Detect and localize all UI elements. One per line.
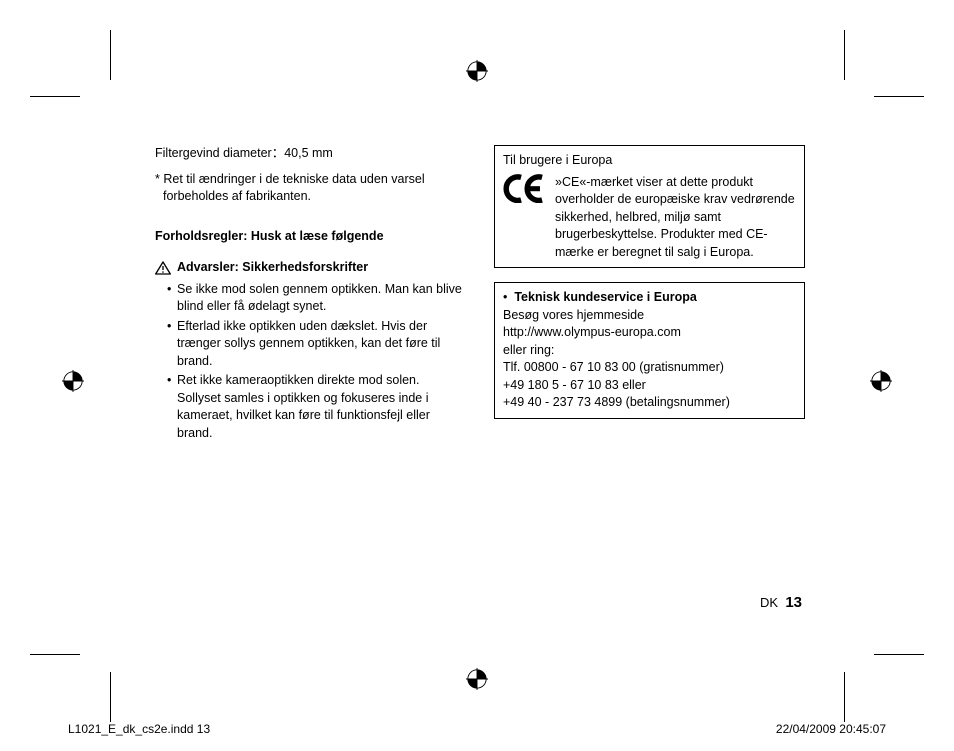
language-code: DK [760,595,778,610]
crop-mark-icon [110,30,111,80]
list-item: Ret ikke kameraoptikken direkte mod sole… [167,372,466,442]
list-item: Efterlad ikke optikken uden dækslet. Hvi… [167,318,466,371]
support-heading: • Teknisk kundeservice i Europa [503,289,796,307]
ce-mark-icon [503,174,545,262]
warning-icon [155,261,171,275]
support-phone: +49 40 - 237 73 4899 (betalingsnummer) [503,394,796,412]
right-column: Til brugere i Europa »CE«-mærket viser a… [494,145,805,444]
support-box: • Teknisk kundeservice i Europa Besøg vo… [494,282,805,419]
support-url: http://www.olympus-europa.com [503,324,796,342]
imposition-datetime: 22/04/2009 20:45:07 [776,722,886,736]
ce-notice-box: Til brugere i Europa »CE«-mærket viser a… [494,145,805,268]
crop-mark-icon [30,654,80,655]
crop-mark-icon [874,654,924,655]
page-content: Filtergevind diameter：40,5 mm * Ret til … [155,145,805,444]
warnings-label: Advarsler: Sikkerhedsforskrifter [177,259,368,277]
registration-mark-icon [62,370,84,392]
crop-mark-icon [844,672,845,722]
support-line: Besøg vores hjemmeside [503,307,796,325]
warnings-heading: Advarsler: Sikkerhedsforskrifter [155,259,466,277]
crop-mark-icon [844,30,845,80]
left-column: Filtergevind diameter：40,5 mm * Ret til … [155,145,466,444]
imposition-filename: L1021_E_dk_cs2e.indd 13 [68,722,210,736]
spec-filter: Filtergevind diameter：40,5 mm [155,145,466,163]
ce-body: »CE«-mærket viser at dette produkt overh… [555,174,796,262]
crop-mark-icon [874,96,924,97]
registration-mark-icon [870,370,892,392]
support-line: eller ring: [503,342,796,360]
list-item: Se ikke mod solen gennem optikken. Man k… [167,281,466,316]
registration-mark-icon [466,668,488,690]
warning-list: Se ikke mod solen gennem optikken. Man k… [155,281,466,443]
page-number: 13 [785,594,802,611]
page-footer: DK 13 [760,594,802,611]
crop-mark-icon [110,672,111,722]
crop-mark-icon [30,96,80,97]
spec-note: * Ret til ændringer i de tekniske data u… [155,171,466,206]
precautions-heading: Forholdsregler: Husk at læse følgende [155,228,466,246]
registration-mark-icon [466,60,488,82]
support-phone: Tlf. 00800 - 67 10 83 00 (gratisnummer) [503,359,796,377]
support-phone: +49 180 5 - 67 10 83 eller [503,377,796,395]
ce-title: Til brugere i Europa [503,152,796,170]
